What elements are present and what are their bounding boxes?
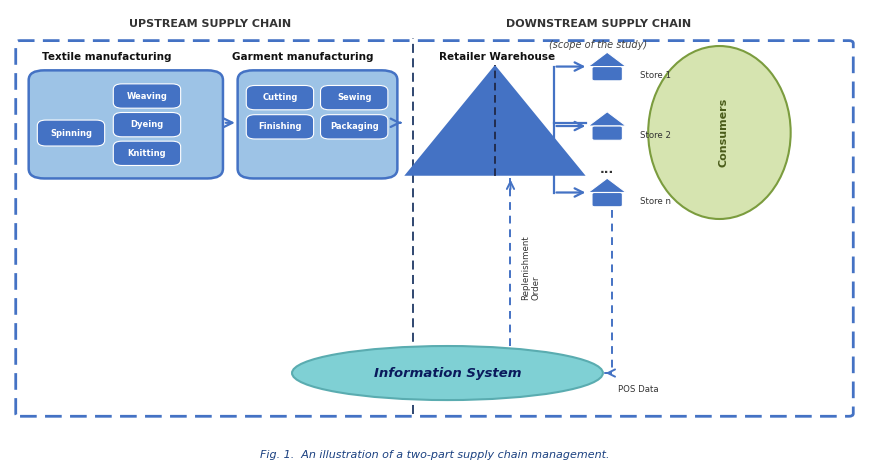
FancyBboxPatch shape: [592, 66, 622, 81]
FancyBboxPatch shape: [592, 193, 622, 207]
Text: Knitting: Knitting: [128, 149, 166, 158]
FancyBboxPatch shape: [321, 115, 388, 139]
Text: ...: ...: [600, 163, 614, 176]
FancyBboxPatch shape: [246, 86, 314, 110]
Text: Packaging: Packaging: [330, 122, 379, 131]
FancyBboxPatch shape: [29, 70, 223, 179]
FancyBboxPatch shape: [37, 120, 104, 146]
Ellipse shape: [292, 346, 603, 400]
Text: Store n: Store n: [640, 197, 671, 206]
Text: Store 2: Store 2: [640, 131, 671, 140]
Text: DOWNSTREAM SUPPLY CHAIN: DOWNSTREAM SUPPLY CHAIN: [506, 20, 691, 29]
Text: Retailer Warehouse: Retailer Warehouse: [439, 52, 555, 62]
Text: Fig. 1.  An illustration of a two-part supply chain management.: Fig. 1. An illustration of a two-part su…: [260, 450, 609, 460]
FancyBboxPatch shape: [113, 141, 181, 166]
Text: Cutting: Cutting: [262, 93, 297, 102]
Text: Finishing: Finishing: [258, 122, 302, 131]
Text: Spinning: Spinning: [50, 128, 92, 138]
Polygon shape: [588, 178, 627, 193]
Text: Information System: Information System: [374, 366, 521, 379]
FancyBboxPatch shape: [592, 126, 622, 140]
FancyBboxPatch shape: [237, 70, 397, 179]
Text: POS Data: POS Data: [619, 385, 659, 394]
Text: Dyeing: Dyeing: [130, 120, 163, 129]
Text: Textile manufacturing: Textile manufacturing: [42, 52, 171, 62]
Text: (scope of the study): (scope of the study): [549, 40, 647, 50]
Polygon shape: [588, 112, 627, 126]
Text: Garment manufacturing: Garment manufacturing: [232, 52, 373, 62]
Polygon shape: [588, 52, 627, 66]
Text: Weaving: Weaving: [127, 92, 168, 100]
Polygon shape: [404, 65, 586, 176]
FancyBboxPatch shape: [113, 84, 181, 108]
Text: Replenishment
Order: Replenishment Order: [521, 235, 541, 300]
Text: Store 1: Store 1: [640, 71, 671, 80]
Text: Sewing: Sewing: [337, 93, 371, 102]
Ellipse shape: [648, 46, 791, 219]
FancyBboxPatch shape: [321, 86, 388, 110]
FancyBboxPatch shape: [246, 115, 314, 139]
Text: Consumers: Consumers: [719, 98, 729, 167]
Text: UPSTREAM SUPPLY CHAIN: UPSTREAM SUPPLY CHAIN: [129, 20, 291, 29]
FancyBboxPatch shape: [113, 113, 181, 137]
